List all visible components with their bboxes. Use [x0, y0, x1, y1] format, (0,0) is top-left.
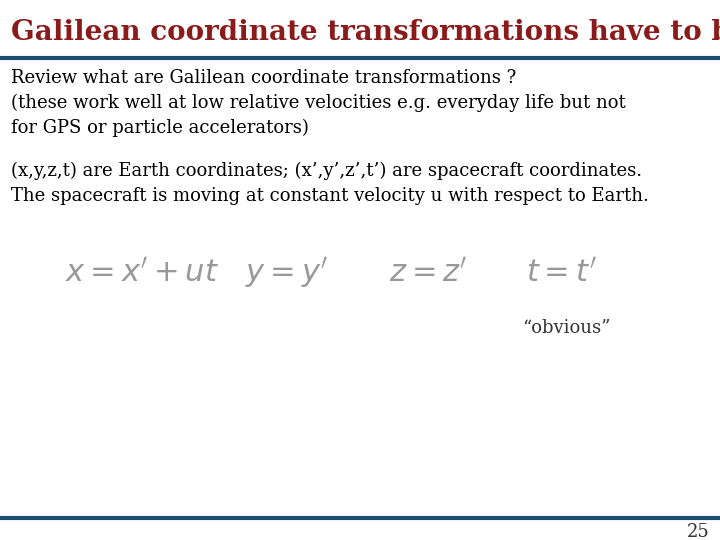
- Text: Galilean coordinate transformations have to be modified: Galilean coordinate transformations have…: [11, 19, 720, 46]
- Text: (these work well at low relative velocities e.g. everyday life but not
for GPS o: (these work well at low relative velocit…: [11, 94, 626, 137]
- Text: (x,y,z,t) are Earth coordinates; (x’,y’,z’,t’) are spacecraft coordinates.
The s: (x,y,z,t) are Earth coordinates; (x’,y’,…: [11, 162, 649, 205]
- Text: $y = y'$: $y = y'$: [245, 255, 328, 290]
- Text: $z = z'$: $z = z'$: [389, 257, 467, 288]
- Text: 25: 25: [686, 523, 709, 540]
- Text: $t = t'$: $t = t'$: [526, 257, 597, 288]
- Text: “obvious”: “obvious”: [522, 319, 611, 336]
- Text: Review what are Galilean coordinate transformations ?: Review what are Galilean coordinate tran…: [11, 69, 516, 87]
- Text: $x = x' + ut$: $x = x' + ut$: [65, 257, 219, 288]
